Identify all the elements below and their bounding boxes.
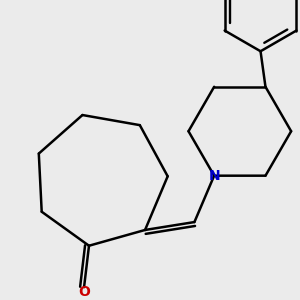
Text: N: N: [208, 169, 220, 183]
Text: O: O: [78, 285, 90, 299]
